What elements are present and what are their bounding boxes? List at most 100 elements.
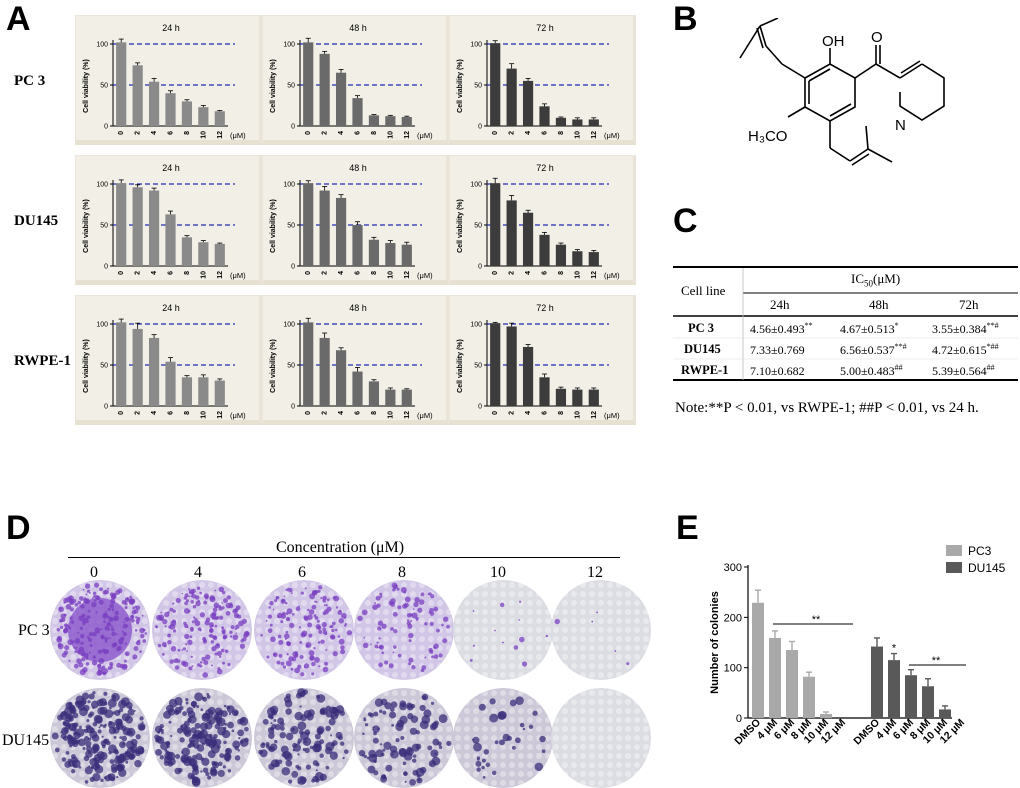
plate-texture: [518, 609, 524, 615]
colony: [141, 721, 144, 724]
plate-texture: [142, 600, 148, 606]
colony: [235, 624, 240, 629]
plate-texture: [616, 717, 622, 723]
colony: [87, 637, 93, 642]
plate-texture: [328, 699, 334, 705]
colony: [141, 614, 144, 617]
plate-texture: [410, 690, 416, 696]
colony: [322, 611, 326, 616]
colony: [185, 599, 190, 603]
cell-72h: 5.39±0.564##: [932, 363, 995, 378]
colony: [218, 709, 224, 716]
colony: [415, 743, 422, 750]
bar: [116, 183, 127, 266]
y-tick-label: 50: [474, 363, 482, 370]
plate-texture: [518, 582, 524, 588]
plate-texture: [190, 672, 196, 678]
colony: [325, 604, 328, 607]
colony: [162, 618, 168, 625]
x-tick-label: 8: [371, 271, 378, 275]
plate-texture: [256, 717, 262, 723]
plate-texture: [500, 645, 506, 651]
plate-texture: [142, 645, 148, 651]
plate-texture: [265, 600, 271, 606]
row-name: PC 3: [688, 321, 715, 335]
plate-texture: [374, 672, 380, 678]
plate-texture: [70, 690, 76, 696]
label-n: N: [895, 117, 906, 134]
plate-texture: [410, 645, 416, 651]
colony: [195, 600, 201, 607]
plate-texture: [244, 600, 250, 606]
x-tick-label: 4: [525, 411, 532, 415]
plate-texture: [527, 582, 533, 588]
plate-texture: [337, 690, 343, 696]
plate-texture: [133, 591, 139, 597]
colony: [73, 646, 76, 649]
colony: [554, 618, 560, 625]
plate-texture: [292, 780, 298, 786]
colony: [139, 627, 145, 634]
colony: [182, 711, 188, 716]
colony: [86, 745, 93, 752]
plate-texture: [518, 645, 524, 651]
plate-texture: [235, 654, 241, 660]
plate-texture: [482, 636, 488, 642]
plate-texture: [52, 663, 58, 669]
colony: [367, 765, 376, 774]
colony: [108, 720, 113, 726]
plate-texture: [437, 591, 443, 597]
x-tick-label: 6: [542, 411, 549, 415]
plate-texture: [455, 645, 461, 651]
conc-label: 4: [194, 564, 202, 581]
colony: [97, 649, 103, 654]
colony: [324, 632, 328, 636]
colony: [321, 622, 327, 628]
plate-texture: [356, 735, 362, 741]
colony: [393, 584, 398, 590]
plate-texture: [428, 771, 434, 777]
plate-texture: [518, 717, 524, 723]
plate-texture: [464, 600, 470, 606]
plate-texture: [274, 582, 280, 588]
colony: [207, 716, 216, 725]
colony: [262, 718, 269, 725]
plate-texture: [625, 717, 631, 723]
colony: [212, 761, 220, 769]
colony: [166, 751, 171, 756]
plate-texture: [562, 627, 568, 633]
colony: [391, 723, 394, 727]
plate-texture: [437, 690, 443, 696]
plate-texture: [142, 672, 148, 678]
plate-texture: [383, 618, 389, 624]
colony: [286, 653, 289, 656]
plate-texture: [235, 735, 241, 741]
conc-label: 12: [587, 564, 603, 581]
plate-texture: [473, 627, 479, 633]
colony: [85, 662, 90, 666]
colony: [140, 633, 145, 639]
colony: [89, 644, 93, 648]
plate-texture: [500, 744, 506, 750]
plate-texture: [643, 627, 649, 633]
colony: [259, 749, 268, 758]
colony: [318, 665, 321, 668]
plate-texture: [473, 654, 479, 660]
plate-texture: [88, 672, 94, 678]
plate-texture: [190, 609, 196, 615]
plate-texture: [419, 618, 425, 624]
plate-texture: [374, 717, 380, 723]
colony: [69, 607, 75, 612]
colony: [281, 766, 291, 776]
colony: [122, 632, 127, 637]
plate-texture: [607, 582, 613, 588]
colony: [381, 623, 387, 629]
colony: [433, 646, 436, 649]
plate-texture: [172, 591, 178, 597]
colony: [69, 616, 73, 620]
x-tick-label: 6: [355, 411, 362, 415]
colony: [317, 589, 321, 593]
plate-texture: [500, 582, 506, 588]
colony: [428, 647, 433, 653]
colony-dish: [453, 580, 553, 680]
